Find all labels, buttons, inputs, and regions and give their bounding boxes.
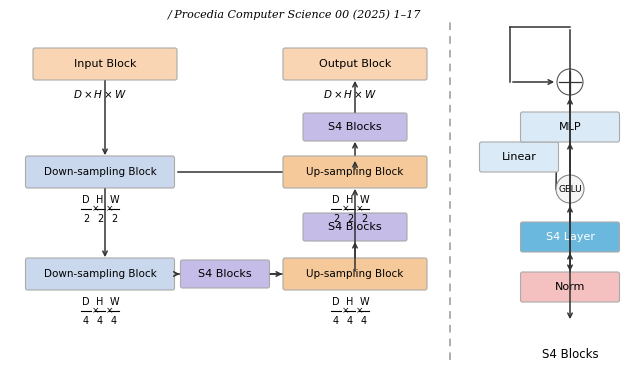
Text: 4: 4 [347,316,353,326]
Text: W: W [359,297,369,307]
Text: $\times$: $\times$ [341,306,349,316]
Text: $\times$: $\times$ [341,204,349,214]
Text: 4: 4 [333,316,339,326]
FancyBboxPatch shape [303,213,407,241]
Text: $\times$: $\times$ [105,204,113,214]
FancyBboxPatch shape [26,156,175,188]
Text: 2: 2 [347,214,353,224]
Text: S4 Blocks: S4 Blocks [328,222,382,232]
Text: Up-sampling Block: Up-sampling Block [307,167,404,177]
Text: Norm: Norm [555,282,585,292]
Text: S4 Layer: S4 Layer [545,232,595,242]
Text: D: D [82,195,90,205]
Text: H: H [346,195,354,205]
Text: D: D [332,297,340,307]
FancyBboxPatch shape [479,142,559,172]
Text: S4 Blocks: S4 Blocks [328,122,382,132]
Text: $D\times H\times W$: $D\times H\times W$ [323,88,377,100]
Text: 2: 2 [97,214,103,224]
Text: Output Block: Output Block [319,59,391,69]
Text: 2: 2 [83,214,89,224]
FancyBboxPatch shape [33,48,177,80]
Text: H: H [346,297,354,307]
Text: H: H [96,297,104,307]
Text: Up-sampling Block: Up-sampling Block [307,269,404,279]
Text: 4: 4 [83,316,89,326]
Text: GELU: GELU [558,185,582,194]
FancyBboxPatch shape [520,272,620,302]
FancyBboxPatch shape [283,48,427,80]
Text: 4: 4 [361,316,367,326]
Text: Linear: Linear [502,152,536,162]
Text: W: W [359,195,369,205]
Text: Down-sampling Block: Down-sampling Block [44,269,156,279]
Text: MLP: MLP [559,122,581,132]
Text: D: D [82,297,90,307]
Text: Down-sampling Block: Down-sampling Block [44,167,156,177]
FancyBboxPatch shape [180,260,269,288]
FancyBboxPatch shape [283,156,427,188]
Text: W: W [109,297,119,307]
Text: 2: 2 [111,214,117,224]
Text: $\times$: $\times$ [355,204,363,214]
Text: 4: 4 [111,316,117,326]
Circle shape [556,175,584,203]
Text: / Procedia Computer Science 00 (2025) 1–17: / Procedia Computer Science 00 (2025) 1–… [168,9,422,19]
FancyBboxPatch shape [520,112,620,142]
Text: 2: 2 [361,214,367,224]
Text: 4: 4 [97,316,103,326]
Text: S4 Blocks: S4 Blocks [198,269,252,279]
Text: S4 Blocks: S4 Blocks [541,348,598,361]
Text: W: W [109,195,119,205]
Text: $\times$: $\times$ [91,204,99,214]
Circle shape [557,69,583,95]
Text: $\times$: $\times$ [355,306,363,316]
Text: $\times$: $\times$ [91,306,99,316]
FancyBboxPatch shape [283,258,427,290]
Text: H: H [96,195,104,205]
FancyBboxPatch shape [303,113,407,141]
Text: $\times$: $\times$ [105,306,113,316]
Text: D: D [332,195,340,205]
FancyBboxPatch shape [26,258,175,290]
FancyBboxPatch shape [520,222,620,252]
Text: Input Block: Input Block [74,59,136,69]
Text: $D\times H\times W$: $D\times H\times W$ [73,88,127,100]
Text: 2: 2 [333,214,339,224]
